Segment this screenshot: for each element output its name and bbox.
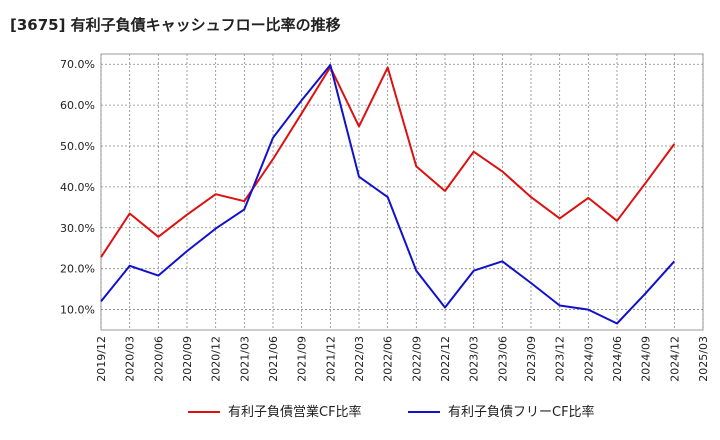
y-tick-label: 40.0% (60, 181, 95, 194)
x-tick-label: 2024/12 (668, 336, 681, 382)
series-line-2 (100, 64, 676, 325)
x-tick-label: 2024/06 (611, 336, 624, 382)
y-tick-label: 50.0% (60, 140, 95, 153)
x-tick-label: 2021/09 (296, 336, 309, 382)
y-tick-label: 70.0% (60, 58, 95, 71)
y-tick-label: 30.0% (60, 222, 95, 235)
x-tick-label: 2021/06 (267, 336, 280, 382)
x-tick-label: 2024/09 (640, 336, 653, 382)
x-tick-label: 2022/09 (410, 336, 423, 382)
x-tick-label: 2023/12 (554, 336, 567, 382)
y-tick-label: 60.0% (60, 99, 95, 112)
legend-label-2: 有利子負債フリーCF比率 (448, 404, 595, 420)
series-line-1 (100, 66, 676, 258)
y-tick-label: 10.0% (60, 304, 95, 317)
x-tick-label: 2020/12 (210, 336, 223, 382)
y-tick-label: 20.0% (60, 263, 95, 276)
legend-label-1: 有利子負債営業CF比率 (228, 404, 362, 420)
chart-title: [3675] 有利子負債キャッシュフロー比率の推移 (10, 16, 341, 34)
x-tick-label: 2021/12 (324, 336, 337, 382)
x-tick-label: 2023/03 (468, 336, 481, 382)
x-tick-label: 2024/03 (582, 336, 595, 382)
x-tick-label: 2022/12 (439, 336, 452, 382)
x-tick-label: 2022/06 (382, 336, 395, 382)
x-tick-label: 2021/03 (238, 336, 251, 382)
x-tick-label: 2020/09 (181, 336, 194, 382)
x-tick-label: 2022/03 (353, 336, 366, 382)
plot-area (100, 53, 704, 331)
x-tick-label: 2025/03 (697, 336, 710, 382)
x-tick-label: 2023/09 (525, 336, 538, 382)
x-tick-label: 2023/06 (496, 336, 509, 382)
x-tick-label: 2020/06 (152, 336, 165, 382)
x-tick-label: 2020/03 (124, 336, 137, 382)
x-tick-label: 2019/12 (95, 336, 108, 382)
